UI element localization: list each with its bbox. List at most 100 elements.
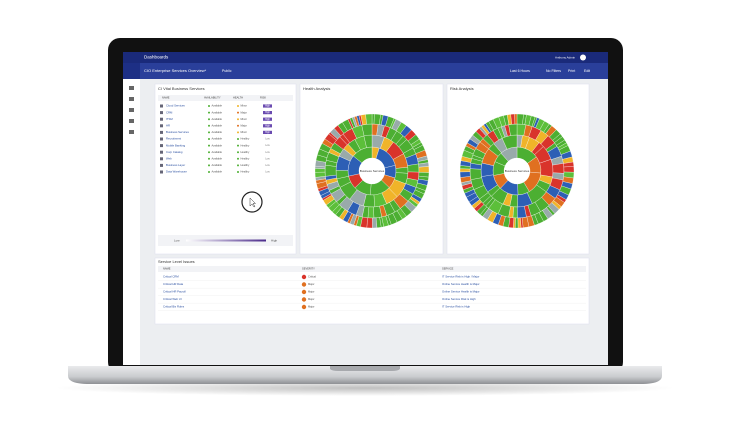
status-dot	[208, 171, 210, 173]
severity: Major	[308, 282, 315, 286]
row-icon	[160, 104, 163, 108]
row-icon	[160, 137, 163, 141]
risk: Low	[265, 165, 270, 167]
notch	[330, 366, 400, 371]
row-icon	[160, 170, 163, 174]
service-name[interactable]: Data Warehouse	[166, 170, 187, 174]
column-header: SEVERITY	[302, 267, 315, 271]
toolbar	[123, 63, 608, 79]
status-dot	[237, 171, 239, 173]
column-header: HEALTH	[233, 96, 243, 100]
panel-title: Health Analysis	[303, 86, 330, 91]
availability: Available	[212, 104, 223, 108]
panel	[154, 83, 297, 255]
service[interactable]: IT Service Risk is High	[442, 305, 471, 309]
health: Major	[241, 110, 248, 114]
availability: Available	[212, 156, 223, 160]
issue-name[interactable]: Critical Biz Rules	[163, 305, 185, 309]
column-header: AVAILABILITY	[204, 96, 221, 100]
sunburst-label: Business Services	[360, 169, 385, 173]
health: Healthy	[241, 170, 250, 174]
status-dot	[208, 118, 210, 121]
service-name[interactable]: ITSM	[166, 117, 173, 121]
menu-button[interactable]	[123, 63, 140, 79]
severity: Critical	[308, 275, 316, 279]
sunburst-segment	[563, 166, 575, 173]
risk: Low	[265, 172, 270, 174]
availability: Available	[212, 110, 223, 114]
edit[interactable]: Edit	[584, 69, 590, 73]
issue-name[interactable]: Critical HR Data	[163, 282, 183, 286]
sunburst-segment	[514, 113, 518, 125]
risk-badge	[263, 111, 272, 115]
sunburst-segment	[314, 168, 326, 173]
status-dot	[208, 105, 210, 107]
risk: High	[265, 119, 270, 121]
sidebar	[123, 79, 140, 365]
severity-icon	[301, 274, 307, 280]
service[interactable]: Online Service Risk is High	[442, 297, 476, 301]
cursor	[249, 197, 256, 208]
service-name[interactable]: Mobile Banking	[166, 143, 186, 147]
filters[interactable]: No Filters	[546, 69, 561, 73]
table-header	[158, 266, 586, 272]
service-name[interactable]: Web	[166, 157, 172, 161]
service-name[interactable]: Business Layer	[166, 163, 185, 167]
status-dot	[208, 157, 210, 160]
status-dot	[208, 144, 210, 147]
time-range[interactable]: Last 6 Hours	[510, 69, 530, 73]
top-bar	[123, 52, 608, 63]
cursor-highlight	[241, 191, 263, 213]
health: Minor	[241, 117, 248, 121]
availability: Available	[212, 163, 223, 167]
availability: Available	[212, 123, 223, 127]
severity: Major	[308, 290, 315, 294]
availability: Available	[212, 143, 223, 147]
laptop-base	[68, 366, 662, 384]
service-name[interactable]: HR	[166, 124, 170, 128]
status-dot	[208, 151, 210, 154]
legend-low: Low	[174, 238, 180, 242]
status-dot	[208, 124, 210, 127]
severity-icon	[301, 289, 307, 295]
sunburst-segment	[324, 164, 337, 177]
status-dot	[208, 131, 210, 134]
service[interactable]: Online Service Health is Major	[442, 282, 480, 286]
availability: Available	[212, 170, 223, 174]
issue-name[interactable]: Critical HR Payroll	[163, 290, 186, 294]
service[interactable]: Online Service Health is Major	[442, 290, 480, 294]
risk: Low	[265, 145, 270, 147]
status-dot	[237, 124, 239, 127]
health: Healthy	[241, 137, 250, 141]
severity-icon	[301, 282, 307, 287]
row-icon	[160, 117, 163, 121]
status-dot	[237, 164, 239, 167]
legend-high: High	[271, 238, 278, 242]
user-name[interactable]: Anthony Admin	[555, 55, 576, 59]
availability: Available	[212, 117, 223, 121]
service-name[interactable]: Cloud Services	[166, 104, 185, 108]
column-header: NAME	[162, 96, 170, 100]
legend-gradient	[186, 239, 266, 242]
sunburst-segment	[552, 163, 565, 174]
severity: Major	[308, 297, 315, 301]
status-dot	[237, 105, 239, 107]
row-icon	[160, 163, 163, 167]
service-name[interactable]: Corp Catalog	[166, 150, 183, 154]
health: Healthy	[241, 163, 250, 167]
issue-name[interactable]: Critical CRM	[163, 275, 179, 279]
severity-icon	[301, 304, 307, 310]
service-name[interactable]: Recruitment	[166, 137, 181, 141]
availability: Available	[212, 130, 223, 134]
sunburst	[459, 113, 575, 229]
column-header: SERVICE	[442, 267, 454, 271]
dashboard-title: CIO Enterprise Services Overview*	[144, 68, 207, 73]
print[interactable]: Print	[568, 69, 575, 73]
service-name[interactable]: CRM	[166, 110, 173, 114]
row-icon	[160, 124, 163, 128]
service[interactable]: IT Service Risk is High / Major	[442, 275, 479, 279]
service-name[interactable]: Business Services	[166, 130, 189, 134]
issue-name[interactable]: Critical Web UI	[163, 297, 182, 301]
risk-badge	[263, 130, 272, 134]
visibility[interactable]: Public	[222, 69, 232, 73]
